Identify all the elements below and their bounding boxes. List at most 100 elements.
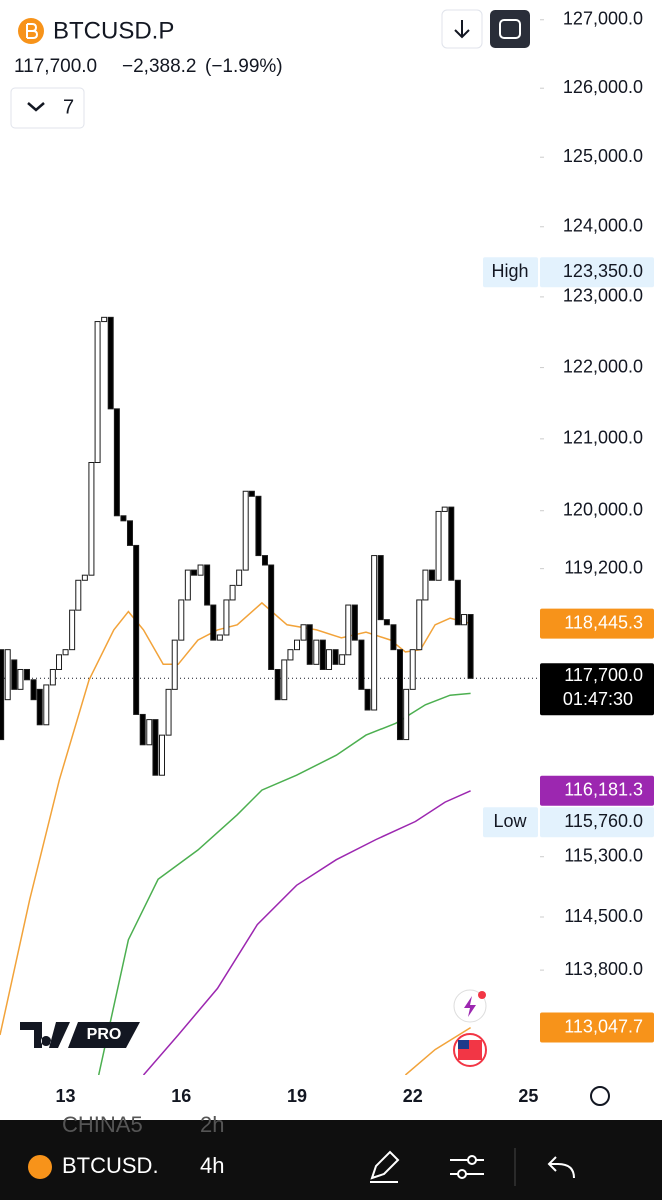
- slider-knob: [457, 1169, 467, 1179]
- price-badge-label: 116,181.3: [564, 780, 643, 800]
- candle-body: [255, 495, 262, 557]
- candle-body: [101, 316, 108, 323]
- candle-body: [49, 668, 56, 686]
- candle-body: [56, 654, 63, 670]
- settings-icon[interactable]: [590, 1086, 610, 1106]
- candle-body: [326, 649, 333, 670]
- x-tick-label: 16: [171, 1086, 191, 1106]
- lightning-icon: [464, 996, 476, 1017]
- candle-body: [113, 408, 120, 517]
- alert-dot: [478, 991, 486, 999]
- candle-body: [448, 506, 455, 581]
- x-tick-label: 25: [518, 1086, 538, 1106]
- candle-body: [377, 555, 384, 621]
- bottom-interval[interactable]: 4h: [200, 1153, 224, 1178]
- candle-body: [268, 564, 275, 670]
- candle-body: [30, 679, 37, 701]
- indicator-line: [404, 1026, 471, 1075]
- y-tick-label: 114,500.0: [564, 906, 643, 926]
- undo-icon[interactable]: [547, 1156, 575, 1179]
- candle-body: [396, 649, 403, 741]
- candle-body: [364, 688, 371, 711]
- candle-body: [454, 579, 461, 626]
- candle-body: [294, 639, 300, 651]
- candle-body: [248, 490, 255, 497]
- candle-body: [223, 599, 230, 636]
- y-tick-label: 115,300.0: [564, 845, 643, 865]
- bottom-symbol[interactable]: BTCUSD.: [62, 1153, 159, 1178]
- indicator-count: 7: [63, 96, 74, 118]
- low-tag: Low: [493, 811, 527, 831]
- candle-body: [390, 624, 397, 651]
- y-tick-label: 113,800.0: [564, 959, 643, 979]
- candle-body: [441, 506, 448, 512]
- candle-body: [107, 316, 114, 410]
- high-value: 123,350.0: [563, 261, 643, 281]
- candle-body: [88, 462, 95, 576]
- candle-body: [435, 510, 442, 581]
- candle-body: [210, 604, 217, 641]
- candle-body: [287, 649, 294, 661]
- x-tick-label: 19: [287, 1086, 307, 1106]
- draw-icon[interactable]: [370, 1150, 400, 1183]
- y-tick-label: 119,200.0: [564, 557, 643, 577]
- indicator-line: [142, 790, 471, 1075]
- y-tick-label: 120,000.0: [563, 499, 643, 519]
- candle-body: [139, 713, 146, 746]
- candle-body: [300, 624, 307, 641]
- pro-badge: [68, 1022, 140, 1048]
- candle-body: [216, 634, 223, 641]
- candle-body: [204, 564, 211, 606]
- price-badge-label: 113,047.7: [564, 1016, 643, 1036]
- last-price: 117,700.0: [14, 56, 97, 77]
- candle-body: [159, 734, 165, 776]
- candle-body: [403, 688, 410, 741]
- btc-icon-glyph: [26, 23, 39, 39]
- candle-body: [36, 688, 43, 726]
- tv-logo: [20, 1022, 70, 1048]
- x-tick-label: 13: [56, 1086, 76, 1106]
- candle-body: [126, 520, 133, 546]
- countdown: 01:47:30: [563, 689, 633, 709]
- low-tag-bg: [483, 807, 538, 838]
- candle-body: [178, 599, 185, 641]
- candle-body: [409, 649, 416, 690]
- candle-body: [120, 515, 127, 522]
- y-tick-label: 125,000.0: [563, 146, 643, 166]
- change-pct: (−1.99%): [205, 56, 283, 77]
- candle-body: [146, 719, 153, 746]
- behind-interval: 2h: [200, 1112, 224, 1137]
- x-tick-label: 22: [403, 1086, 423, 1106]
- btc-icon-small: [28, 1155, 52, 1179]
- candle-body: [345, 604, 352, 656]
- high-tag: High: [491, 261, 528, 281]
- candle-body: [467, 614, 474, 679]
- fullscreen-button[interactable]: [490, 10, 530, 48]
- candle-body: [461, 614, 468, 626]
- candle-body: [351, 604, 358, 641]
- candle-body: [94, 321, 101, 464]
- indicator-line: [97, 692, 471, 1075]
- candle-body: [261, 555, 268, 566]
- candle-body: [184, 569, 191, 601]
- low-value-bg: [540, 807, 654, 838]
- high-value-bg: [540, 257, 654, 288]
- download-icon: [454, 20, 470, 39]
- plot-area: [0, 316, 540, 1075]
- candle-body: [11, 659, 18, 690]
- behind-symbol: CHINA5: [62, 1112, 143, 1137]
- last-price-badge: [540, 663, 654, 716]
- y-tick-label: 123,000.0: [563, 286, 643, 306]
- pro-label: PRO: [87, 1026, 122, 1043]
- indicators-toggle[interactable]: [10, 87, 85, 129]
- candle-body: [171, 639, 178, 690]
- chevron: [27, 102, 45, 112]
- candle-body: [152, 719, 159, 776]
- symbol[interactable]: BTCUSD.P: [53, 17, 174, 44]
- candle-body: [197, 564, 204, 576]
- candle-body: [17, 668, 24, 690]
- candle-body: [69, 609, 76, 651]
- price-badge: [540, 1012, 654, 1043]
- candle-body: [358, 639, 365, 690]
